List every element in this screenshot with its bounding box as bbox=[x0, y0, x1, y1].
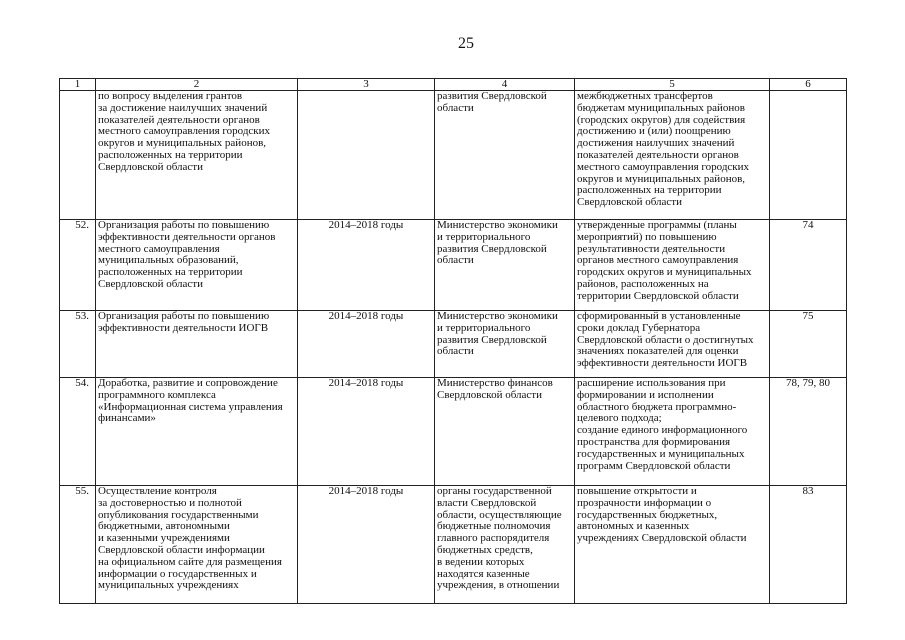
indicators-cell: 74 bbox=[769, 219, 847, 311]
table-row: 55. Осуществление контроля за достоверно… bbox=[59, 485, 847, 604]
table-row: 52. Организация работы по повышению эффе… bbox=[59, 219, 847, 311]
row-number: 52. bbox=[59, 219, 96, 311]
period-cell: 2014–2018 годы bbox=[297, 310, 435, 378]
row-number: 53. bbox=[59, 310, 96, 378]
period-cell: 2014–2018 годы bbox=[297, 377, 435, 486]
indicators-cell: 83 bbox=[769, 485, 847, 604]
table-header-row: 1 2 3 4 5 6 bbox=[59, 78, 847, 91]
result-cell: повышение открытости и прозрачности инфо… bbox=[574, 485, 770, 604]
column-header: 6 bbox=[769, 78, 847, 91]
table-row: 54. Доработка, развитие и сопровождение … bbox=[59, 377, 847, 486]
result-cell: межбюджетных трансфертов бюджетам муници… bbox=[574, 90, 770, 220]
indicators-cell bbox=[769, 90, 847, 220]
table-row: по вопросу выделения грантов за достижен… bbox=[59, 90, 847, 220]
table-row: 53. Организация работы по повышению эффе… bbox=[59, 310, 847, 378]
indicators-cell: 75 bbox=[769, 310, 847, 378]
column-header: 4 bbox=[434, 78, 575, 91]
executor-cell: органы государственной власти Свердловск… bbox=[434, 485, 575, 604]
period-cell: 2014–2018 годы bbox=[297, 219, 435, 311]
executor-cell: Министерство экономики и территориальног… bbox=[434, 310, 575, 378]
executor-cell: Министерство финансов Свердловской облас… bbox=[434, 377, 575, 486]
executor-cell: развития Свердловской области bbox=[434, 90, 575, 220]
column-header: 3 bbox=[297, 78, 435, 91]
column-header: 2 bbox=[95, 78, 298, 91]
activity-cell: Организация работы по повышению эффектив… bbox=[95, 219, 298, 311]
column-header: 5 bbox=[574, 78, 770, 91]
executor-cell: Министерство экономики и территориальног… bbox=[434, 219, 575, 311]
indicators-cell: 78, 79, 80 bbox=[769, 377, 847, 486]
result-cell: расширение использования при формировани… bbox=[574, 377, 770, 486]
activity-cell: Организация работы по повышению эффектив… bbox=[95, 310, 298, 378]
activity-cell: Доработка, развитие и сопровождение прог… bbox=[95, 377, 298, 486]
period-cell bbox=[297, 90, 435, 220]
column-header: 1 bbox=[59, 78, 96, 91]
activity-cell: по вопросу выделения грантов за достижен… bbox=[95, 90, 298, 220]
activities-table: 1 2 3 4 5 6 по вопросу выделения грантов… bbox=[59, 78, 847, 604]
page-number: 25 bbox=[458, 35, 474, 52]
activity-cell: Осуществление контроля за достоверностью… bbox=[95, 485, 298, 604]
row-number: 54. bbox=[59, 377, 96, 486]
row-number: 55. bbox=[59, 485, 96, 604]
row-number bbox=[59, 90, 96, 220]
result-cell: сформированный в установленные сроки док… bbox=[574, 310, 770, 378]
period-cell: 2014–2018 годы bbox=[297, 485, 435, 604]
result-cell: утвержденные программы (планы мероприяти… bbox=[574, 219, 770, 311]
